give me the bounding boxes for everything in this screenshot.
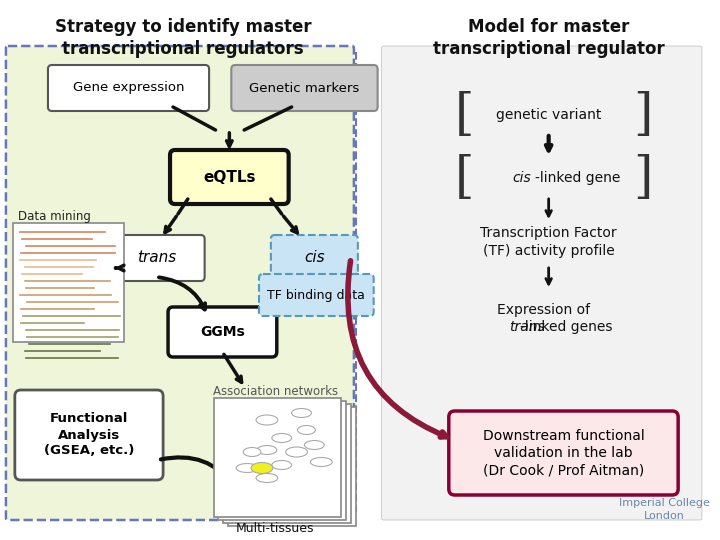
Ellipse shape	[243, 448, 261, 456]
Text: Strategy to identify master
transcriptional regulators: Strategy to identify master transcriptio…	[55, 18, 311, 58]
Ellipse shape	[256, 474, 278, 483]
Text: Transcription Factor
(TF) activity profile: Transcription Factor (TF) activity profi…	[480, 226, 617, 258]
Text: eQTLs: eQTLs	[203, 170, 256, 185]
FancyBboxPatch shape	[48, 65, 209, 111]
Ellipse shape	[272, 461, 292, 469]
FancyBboxPatch shape	[231, 65, 377, 111]
FancyBboxPatch shape	[449, 411, 678, 495]
Text: trans: trans	[509, 320, 545, 334]
Text: -linked gene: -linked gene	[535, 171, 620, 185]
Text: Gene expression: Gene expression	[73, 82, 184, 94]
FancyBboxPatch shape	[15, 390, 163, 480]
Ellipse shape	[256, 415, 278, 425]
FancyBboxPatch shape	[168, 307, 276, 357]
FancyBboxPatch shape	[6, 46, 354, 520]
FancyBboxPatch shape	[170, 150, 289, 204]
Text: ]: ]	[633, 90, 652, 140]
Text: Data mining: Data mining	[18, 210, 91, 223]
Text: Downstream functional
validation in the lab
(Dr Cook / Prof Aitman): Downstream functional validation in the …	[482, 429, 644, 477]
Text: cis: cis	[304, 251, 325, 266]
Ellipse shape	[292, 408, 311, 417]
FancyBboxPatch shape	[13, 223, 124, 342]
Ellipse shape	[286, 447, 307, 457]
Text: Genetic markers: Genetic markers	[249, 82, 359, 94]
FancyBboxPatch shape	[271, 235, 358, 281]
Text: GGMs: GGMs	[200, 325, 245, 339]
Ellipse shape	[310, 457, 332, 467]
Text: ]: ]	[633, 153, 652, 202]
Text: trans: trans	[137, 251, 176, 266]
Text: [: [	[455, 153, 474, 202]
Ellipse shape	[305, 441, 324, 449]
FancyBboxPatch shape	[214, 398, 341, 517]
Ellipse shape	[272, 434, 292, 442]
Ellipse shape	[251, 462, 273, 474]
Text: Model for master
transcriptional regulator: Model for master transcriptional regulat…	[433, 18, 665, 58]
FancyBboxPatch shape	[108, 235, 204, 281]
Text: [: [	[455, 90, 474, 140]
FancyBboxPatch shape	[228, 407, 356, 526]
Text: genetic variant: genetic variant	[496, 108, 601, 122]
Text: Imperial College
London: Imperial College London	[619, 498, 710, 521]
Text: Association networks: Association networks	[212, 385, 338, 398]
FancyBboxPatch shape	[382, 46, 702, 520]
Text: -linked genes: -linked genes	[520, 320, 613, 334]
Text: Functional
Analysis
(GSEA, etc.): Functional Analysis (GSEA, etc.)	[44, 413, 134, 457]
Text: Multi-tissues: Multi-tissues	[235, 522, 314, 535]
FancyBboxPatch shape	[223, 404, 351, 523]
FancyBboxPatch shape	[218, 401, 346, 520]
Text: cis: cis	[512, 171, 531, 185]
FancyBboxPatch shape	[259, 274, 374, 316]
Ellipse shape	[257, 446, 276, 455]
Ellipse shape	[297, 426, 315, 435]
Text: TF binding data: TF binding data	[267, 288, 365, 301]
Text: Expression of: Expression of	[497, 303, 590, 317]
Ellipse shape	[236, 463, 258, 472]
